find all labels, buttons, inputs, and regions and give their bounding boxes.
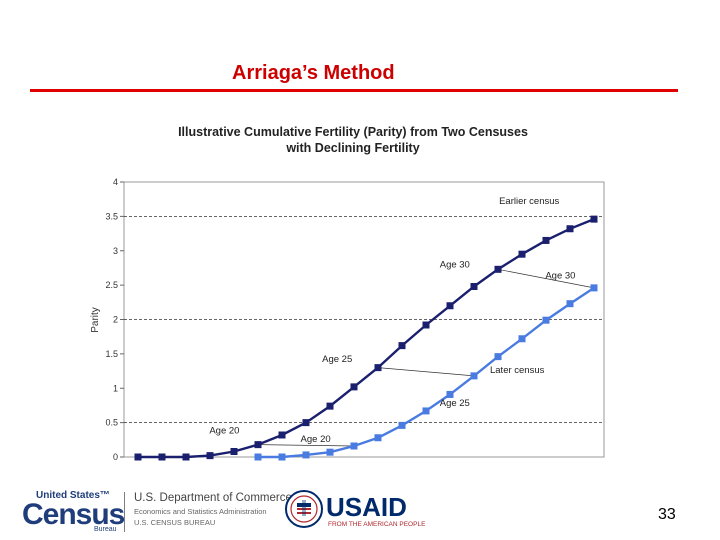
usaid-logo-sub: FROM THE AMERICAN PEOPLE — [328, 521, 426, 528]
parity-chart: Illustrative Cumulative Fertility (Parit… — [90, 125, 605, 462]
census-logo-top: United States™ — [36, 490, 110, 501]
data-point-earlier — [422, 321, 430, 329]
data-point-later — [350, 442, 358, 450]
census-logo-sub: Bureau — [94, 526, 117, 533]
y-axis-label: Parity — [90, 307, 101, 333]
age-annotation: Age 20 — [301, 434, 331, 445]
data-point-earlier — [374, 364, 382, 372]
data-point-later — [254, 453, 262, 461]
data-point-earlier — [326, 402, 334, 410]
y-tick-label: 4 — [113, 177, 118, 187]
footer-logos: United States™ Census Bureau U.S. Depart… — [0, 480, 720, 540]
age-annotation: Age 30 — [440, 259, 470, 270]
age-connector-line — [377, 367, 475, 377]
series-label: Later census — [490, 365, 545, 376]
data-point-earlier — [254, 441, 262, 449]
data-point-later — [566, 300, 574, 308]
data-point-earlier — [590, 215, 598, 223]
commerce-line3: U.S. CENSUS BUREAU — [134, 518, 216, 527]
y-tick-label: 3 — [113, 246, 118, 256]
chart-title-line1: Illustrative Cumulative Fertility (Parit… — [178, 125, 528, 139]
y-tick-label: 3.5 — [105, 211, 118, 221]
y-tick-label: 2 — [113, 315, 118, 325]
page-number: 33 — [658, 506, 676, 523]
data-point-later — [590, 284, 598, 292]
commerce-line2: Economics and Statistics Administration — [134, 507, 267, 516]
series-label: Earlier census — [499, 196, 559, 207]
usaid-logo-word: USAID — [326, 492, 407, 522]
census-logo-word: Census — [22, 498, 125, 531]
series-line-earlier — [138, 217, 595, 459]
title-underline — [30, 89, 678, 92]
commerce-line1: U.S. Department of Commerce — [134, 492, 292, 504]
commerce-text-block: U.S. Department of Commerce Economics an… — [134, 492, 292, 536]
age-connector-line — [497, 268, 595, 289]
age-connector-line — [257, 444, 355, 447]
data-point-later — [278, 453, 286, 461]
y-tick-label: 0.5 — [105, 418, 118, 428]
census-bureau-logo: United States™ Census Bureau — [22, 490, 132, 536]
data-point-later — [302, 451, 310, 459]
y-tick-label: 1 — [113, 383, 118, 393]
usaid-seal-icon — [285, 490, 323, 528]
data-point-later — [446, 390, 454, 398]
age-annotation: Age 25 — [322, 354, 352, 365]
age-annotation: Age 25 — [440, 398, 470, 409]
data-point-earlier — [470, 283, 478, 290]
data-point-later — [542, 316, 550, 324]
y-tick-label: 1.5 — [105, 349, 118, 359]
data-point-later — [326, 448, 334, 456]
data-point-later — [374, 434, 382, 442]
data-point-earlier — [398, 342, 406, 350]
chart-title-line2: with Declining Fertility — [285, 141, 419, 155]
data-point-earlier — [278, 431, 286, 439]
logo-divider — [124, 492, 125, 532]
data-point-earlier — [350, 383, 358, 391]
data-point-later — [494, 353, 502, 361]
data-point-later — [422, 407, 430, 415]
data-point-earlier — [302, 419, 310, 427]
data-point-earlier — [542, 236, 550, 244]
data-point-later — [470, 372, 478, 380]
data-point-earlier — [206, 452, 214, 460]
data-point-earlier — [566, 225, 574, 233]
slide-title: Arriaga’s Method — [232, 62, 395, 84]
y-tick-label: 2.5 — [105, 280, 118, 290]
data-point-earlier — [494, 265, 502, 273]
age-annotation: Age 20 — [209, 426, 239, 437]
data-point-earlier — [446, 302, 454, 310]
data-point-earlier — [182, 453, 190, 461]
data-point-later — [398, 421, 406, 429]
data-point-earlier — [518, 250, 526, 258]
data-point-earlier — [230, 448, 238, 455]
y-tick-label: 0 — [113, 452, 118, 462]
age-annotation: Age 30 — [545, 270, 575, 281]
data-point-earlier — [158, 453, 166, 461]
data-point-earlier — [134, 453, 142, 461]
data-point-later — [518, 335, 526, 343]
